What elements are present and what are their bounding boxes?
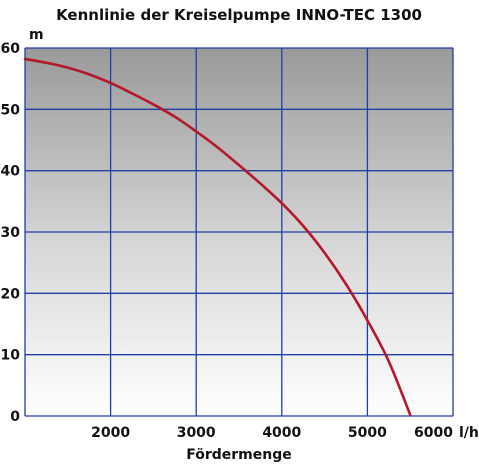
chart-title: Kennlinie der Kreiselpumpe INNO-TEC 1300 xyxy=(56,6,422,24)
y-tick-label: 0 xyxy=(10,409,20,425)
x-axis-label: Fördermenge xyxy=(186,447,292,463)
y-tick-label: 20 xyxy=(1,286,21,302)
x-axis-ticks: 2000 3000 4000 5000 6000 xyxy=(91,425,453,441)
x-tick-label: 2000 xyxy=(91,425,130,441)
y-tick-label: 40 xyxy=(1,164,21,180)
y-tick-label: 60 xyxy=(1,41,21,57)
x-tick-label: 4000 xyxy=(262,425,301,441)
y-axis-ticks: 0 10 20 30 40 50 60 xyxy=(1,41,21,425)
y-tick-label: 10 xyxy=(1,348,21,364)
grid-lines xyxy=(24,47,454,417)
x-axis-unit: l/h xyxy=(459,425,479,441)
y-axis-unit: m xyxy=(29,27,44,43)
y-tick-label: 30 xyxy=(1,225,21,241)
x-tick-label: 6000 xyxy=(414,425,453,441)
pump-curve-line xyxy=(23,57,412,417)
x-tick-label: 3000 xyxy=(177,425,216,441)
x-tick-label: 5000 xyxy=(348,425,387,441)
y-tick-label: 50 xyxy=(1,102,21,118)
